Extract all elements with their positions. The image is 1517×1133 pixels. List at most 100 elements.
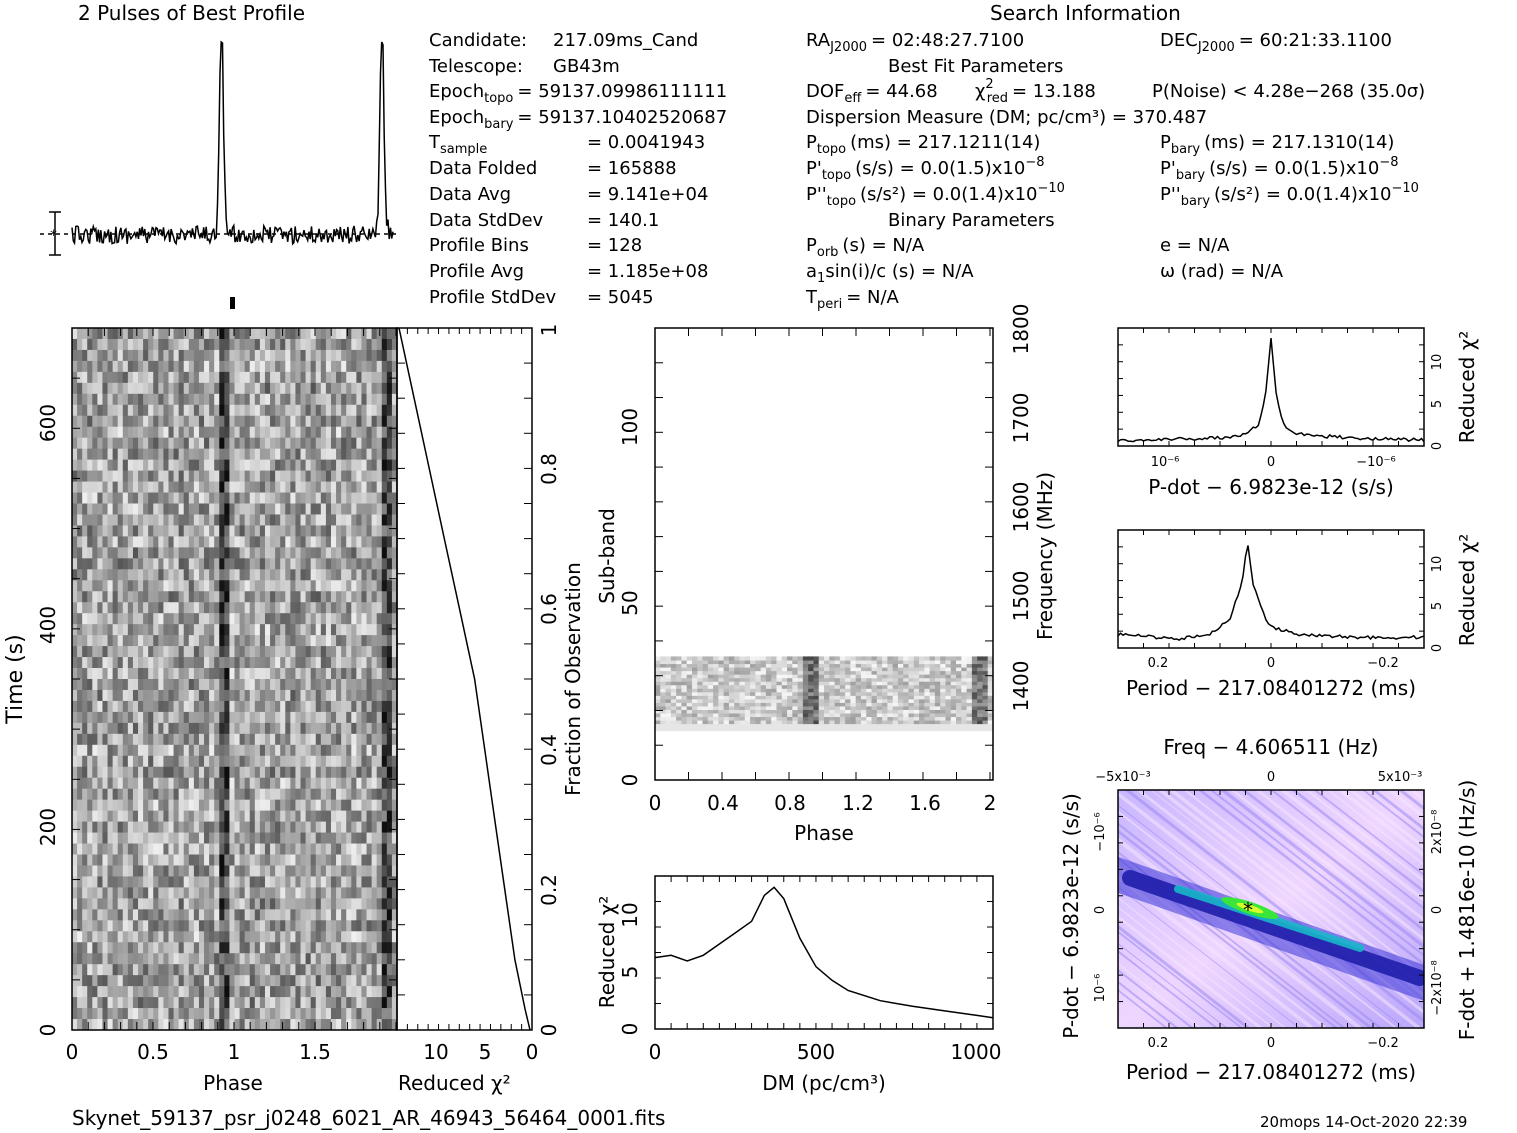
time-phase-cell xyxy=(346,547,352,559)
time-phase-cell xyxy=(127,821,134,834)
time-phase-cell xyxy=(391,1019,397,1030)
time-phase-cell xyxy=(219,492,225,505)
time-phase-cell xyxy=(341,920,347,932)
time-phase-cell xyxy=(77,426,83,439)
time-phase-cell xyxy=(188,689,195,702)
time-phase-cell xyxy=(168,338,175,351)
time-phase-cell xyxy=(112,744,119,757)
subband-cell xyxy=(950,712,957,718)
time-phase-cell xyxy=(325,646,332,658)
time-phase-cell xyxy=(361,799,368,812)
time-phase-cell xyxy=(92,799,98,812)
subband-cell xyxy=(887,702,894,707)
time-phase-cell xyxy=(153,733,159,746)
time-phase-cell xyxy=(336,1008,342,1020)
time-phase-cell xyxy=(97,657,104,669)
time-phase-cell xyxy=(148,459,154,472)
time-phase-cell xyxy=(198,755,205,768)
time-phase-cell xyxy=(173,613,180,625)
subband-cell xyxy=(707,702,714,707)
time-phase-cell xyxy=(376,997,383,1009)
time-phase-cell xyxy=(366,931,373,943)
time-phase-cell xyxy=(127,635,134,647)
subband-cell xyxy=(934,702,941,707)
time-phase-cell xyxy=(173,547,180,559)
time-phase-cell xyxy=(132,360,139,373)
time-phase-cell xyxy=(371,470,378,483)
time-phase-cell xyxy=(330,459,337,472)
time-phase-cell xyxy=(376,415,383,428)
time-phase-cell xyxy=(330,635,337,647)
time-phase-cell xyxy=(102,975,109,987)
time-phase-cell xyxy=(198,865,205,878)
time-phase-cell xyxy=(102,371,109,384)
subband-cell xyxy=(813,691,820,696)
time-phase-cell xyxy=(224,832,231,845)
subband-cell xyxy=(929,702,936,707)
subband-cell xyxy=(940,698,947,703)
time-phase-cell xyxy=(214,777,220,790)
time-phase-cell xyxy=(72,492,78,505)
time-phase-cell xyxy=(97,1019,104,1030)
time-phase-cell xyxy=(300,459,307,472)
time-phase-cell xyxy=(193,700,200,713)
time-phase-cell xyxy=(204,799,210,812)
time-phase-cell xyxy=(219,810,225,823)
time-phase-cell xyxy=(315,646,322,658)
time-phase-cell xyxy=(315,865,322,878)
subband-cell xyxy=(686,712,693,718)
time-phase-cell xyxy=(143,700,149,713)
time-phase-cell xyxy=(209,733,215,746)
time-phase-cell xyxy=(315,459,322,472)
time-phase-cell xyxy=(112,964,119,976)
time-phase-cell xyxy=(346,777,352,790)
time-phase-cell xyxy=(381,909,388,921)
time-phase-cell xyxy=(158,349,165,362)
subband-cell xyxy=(771,712,778,718)
time-phase-cell xyxy=(87,788,93,801)
time-phase-cell xyxy=(259,668,266,680)
time-phase-cell xyxy=(330,349,337,362)
time-phase-cell xyxy=(178,843,185,856)
time-phase-cell xyxy=(259,525,266,538)
time-phase-cell xyxy=(188,810,195,823)
subband-cell xyxy=(734,716,741,721)
time-phase-cell xyxy=(341,876,347,889)
time-phase-cell xyxy=(219,953,225,965)
time-phase-cell xyxy=(346,799,352,812)
subband-cell xyxy=(776,698,783,703)
time-phase-cell xyxy=(173,931,180,943)
subband-cell xyxy=(676,705,683,710)
time-phase-cell xyxy=(209,821,215,834)
time-phase-cell xyxy=(168,865,175,878)
time-phase-cell xyxy=(300,744,307,757)
time-phase-cell xyxy=(259,558,266,570)
subband-cell xyxy=(882,712,888,718)
time-phase-cell xyxy=(341,997,347,1009)
time-phase-cell xyxy=(310,689,317,702)
time-phase-cell xyxy=(148,536,154,548)
time-phase-cell xyxy=(285,876,291,889)
subband-cell xyxy=(977,702,984,707)
subband-cell xyxy=(728,723,735,728)
time-phase-cell xyxy=(285,953,291,965)
time-phase-cell xyxy=(275,744,281,757)
time-phase-cell xyxy=(112,788,119,801)
time-phase-cell xyxy=(336,525,342,538)
time-phase-cell xyxy=(87,931,93,943)
time-phase-cell xyxy=(330,843,337,856)
time-phase-cell xyxy=(173,569,180,581)
time-phase-cell xyxy=(234,986,241,998)
time-phase-cell xyxy=(285,426,291,439)
time-phase-cell xyxy=(330,788,337,801)
subband-cell xyxy=(839,723,846,728)
time-phase-cell xyxy=(320,624,327,636)
time-phase-cell xyxy=(325,360,332,373)
time-phase-cell xyxy=(132,492,139,505)
time-phase-cell xyxy=(122,953,129,965)
time-phase-cell xyxy=(92,953,98,965)
time-phase-cell xyxy=(275,349,281,362)
time-phase-cell xyxy=(366,843,373,856)
time-phase-cell xyxy=(295,1008,302,1020)
profile-avg-value: = 1.185e+08 xyxy=(587,261,708,282)
